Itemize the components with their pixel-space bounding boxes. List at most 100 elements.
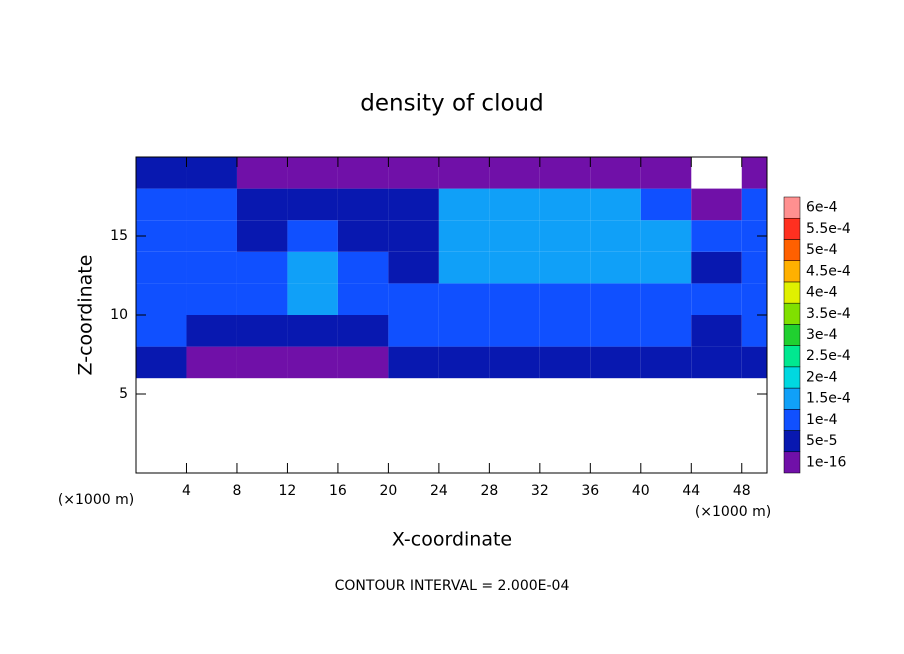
x-tick-label: 8: [232, 483, 241, 499]
contour-cell: [136, 283, 187, 315]
contour-cell: [236, 283, 288, 315]
contour-cell: [236, 220, 288, 252]
x-tick-label: 4: [182, 483, 191, 499]
contour-cell: [640, 157, 692, 189]
contour-cell: [489, 157, 540, 189]
contour-cell: [236, 251, 288, 284]
colorbar-box: [783, 451, 801, 474]
contour-cell: [489, 188, 540, 221]
contour-cell: [489, 220, 540, 252]
contour-cell: [640, 188, 692, 221]
contour-cell: [489, 315, 540, 347]
colorbar-label: 2.5e-4: [806, 348, 851, 364]
contour-cell: [590, 220, 641, 252]
x-tick-label: 40: [632, 483, 650, 499]
contour-cell: [741, 315, 767, 347]
contour-cell: [388, 283, 439, 315]
x-tick-label: 12: [279, 483, 297, 499]
colorbar-label: 2e-4: [806, 369, 838, 385]
chart-title: density of cloud: [360, 91, 543, 117]
contour-cell: [691, 220, 742, 252]
x-tick-label: 16: [329, 483, 347, 499]
contour-cell: [186, 220, 237, 252]
colorbar-label: 3e-4: [806, 327, 838, 343]
contour-cell: [388, 220, 439, 252]
contour-cell: [287, 251, 338, 284]
contour-cell: [691, 251, 742, 284]
contour-cell: [590, 251, 641, 284]
colorbar-label: 5.5e-4: [806, 221, 851, 237]
contour-cell: [388, 251, 439, 284]
contour-cell: [186, 188, 237, 221]
contour-cell: [438, 251, 490, 284]
colorbar-box: [783, 281, 801, 304]
contour-cell: [287, 346, 338, 379]
y-tick-label: 15: [110, 228, 128, 244]
contour-cell: [388, 346, 439, 379]
colorbar-label: 1e-4: [806, 412, 838, 428]
contour-cell: [236, 188, 288, 221]
contour-cell: [539, 315, 591, 347]
contour-cell: [741, 283, 767, 315]
colorbar-label: 1e-16: [806, 454, 846, 470]
contour-cell: [438, 220, 490, 252]
contour-cell: [590, 315, 641, 347]
contour-cell: [287, 315, 338, 347]
contour-cell: [741, 251, 767, 284]
contour-cell: [691, 315, 742, 347]
colorbar-label: 5e-5: [806, 433, 837, 449]
colorbar-label: 5e-4: [806, 242, 838, 258]
contour-cell: [337, 346, 389, 379]
x-tick-label: 28: [480, 483, 498, 499]
y-tick-label: 5: [119, 386, 128, 402]
contour-cell: [287, 283, 338, 315]
contour-cell: [438, 188, 490, 221]
colorbar-label: 1.5e-4: [806, 391, 851, 407]
contour-cell: [236, 346, 288, 379]
contour-cell: [337, 251, 389, 284]
axis-unit: (×1000 m): [695, 504, 771, 520]
contour-cell: [337, 157, 389, 189]
contour-cell: [640, 251, 692, 284]
colorbar-label: 6e-4: [806, 200, 838, 216]
contour-cell: [438, 157, 490, 189]
x-tick-label: 20: [379, 483, 397, 499]
contour-cell: [640, 283, 692, 315]
contour-cell: [186, 157, 237, 189]
contour-cell: [590, 283, 641, 315]
axis-unit: (×1000 m): [58, 492, 134, 508]
colorbar-box: [783, 409, 801, 431]
contour-cell: [539, 283, 591, 315]
contour-cell: [136, 251, 187, 284]
colorbar-label: 4e-4: [806, 285, 838, 301]
contour-cell: [337, 283, 389, 315]
contour-cell: [489, 283, 540, 315]
contour-cell: [388, 315, 439, 347]
contour-cell: [539, 157, 591, 189]
contour-cell: [691, 188, 742, 221]
contour-cell: [741, 188, 767, 221]
contour-cell: [539, 251, 591, 284]
colorbar-box: [783, 366, 801, 389]
colorbar-box: [783, 239, 801, 261]
contour-cell: [691, 283, 742, 315]
contour-cell: [489, 346, 540, 379]
contour-cell: [489, 251, 540, 284]
contour-cell: [640, 346, 692, 379]
contour-cell: [136, 346, 187, 379]
y-axis-label: Z-coordinate: [75, 255, 97, 376]
colorbar-box: [783, 387, 801, 410]
colorbar-label: 4.5e-4: [806, 263, 851, 279]
colorbar-box: [783, 324, 801, 346]
contour-cell: [287, 188, 338, 221]
contour-cell: [337, 188, 389, 221]
contour-cell: [236, 157, 288, 189]
contour-cell: [186, 346, 237, 379]
x-tick-label: 32: [531, 483, 549, 499]
colorbar-box: [783, 260, 801, 283]
contour-cell: [186, 251, 237, 284]
colorbar-label: 3.5e-4: [806, 306, 851, 322]
contour-cell: [539, 188, 591, 221]
contour-cell: [337, 315, 389, 347]
